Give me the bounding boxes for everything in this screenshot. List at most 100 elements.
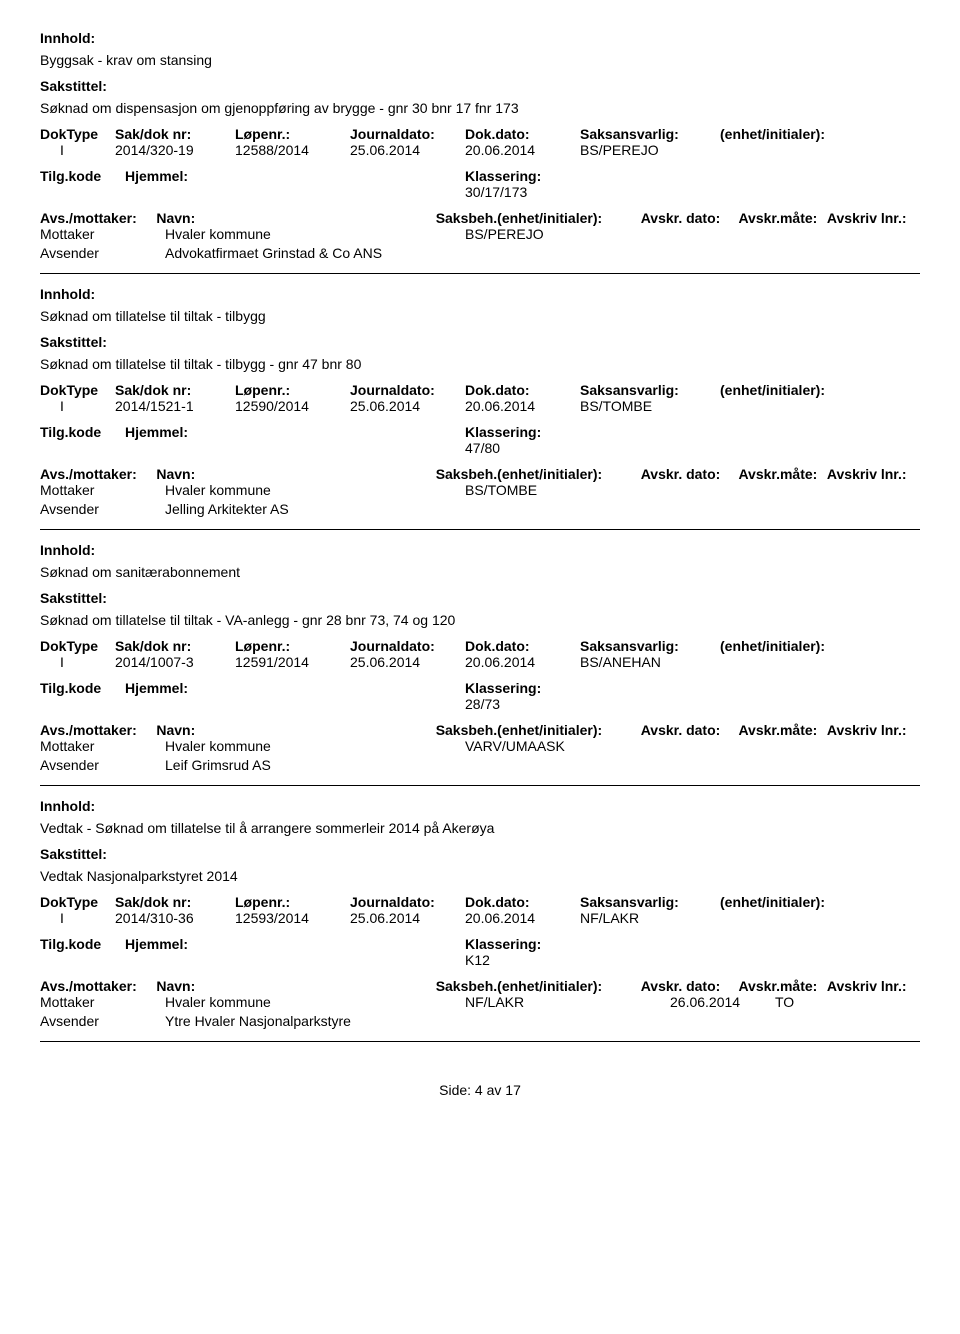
mottaker-label: Mottaker (40, 994, 165, 1010)
sakstittel-text: Søknad om tillatelse til tiltak - tilbyg… (40, 356, 920, 372)
klassering-value: 28/73 (465, 696, 920, 712)
mottaker-row: Mottaker Hvaler kommune NF/LAKR 26.06.20… (40, 994, 920, 1010)
journal-value: 25.06.2014 (350, 654, 465, 670)
avsender-label: Avsender (40, 245, 165, 261)
dokdato-value: 20.06.2014 (465, 142, 580, 158)
tilgkode-label: Tilg.kode (40, 168, 125, 184)
mottaker-row: Mottaker Hvaler kommune BS/TOMBE (40, 482, 920, 498)
klassering-value: 47/80 (465, 440, 920, 456)
innhold-text: Byggsak - krav om stansing (40, 52, 920, 68)
record-divider (40, 785, 920, 786)
record-block: Innhold: Søknad om sanitærabonnement Sak… (40, 542, 920, 773)
page-footer: Side: 4 av 17 (40, 1082, 920, 1098)
navn-header: Navn: (156, 466, 435, 482)
lopenr-value: 12593/2014 (235, 910, 350, 926)
saksans-header: Saksansvarlig: (580, 126, 720, 142)
lopenr-header: Løpenr.: (235, 382, 350, 398)
record-block: Innhold: Vedtak - Søknad om tillatelse t… (40, 798, 920, 1029)
hjemmel-label: Hjemmel: (125, 424, 465, 440)
mottaker-navn: Hvaler kommune (165, 482, 465, 498)
record-divider (40, 273, 920, 274)
innhold-label: Innhold: (40, 286, 920, 302)
saksans-header: Saksansvarlig: (580, 638, 720, 654)
klassering-label: Klassering: (465, 168, 665, 184)
hjemmel-label: Hjemmel: (125, 936, 465, 952)
saksbeh-header: Saksbeh.(enhet/initialer): (436, 466, 641, 482)
hjemmel-label: Hjemmel: (125, 680, 465, 696)
avsender-navn: Ytre Hvaler Nasjonalparkstyre (165, 1013, 465, 1029)
hjemmel-label: Hjemmel: (125, 168, 465, 184)
sakdok-value: 2014/1521-1 (115, 398, 235, 414)
lopenr-value: 12588/2014 (235, 142, 350, 158)
dokdato-value: 20.06.2014 (465, 654, 580, 670)
doktype-value: I (40, 910, 115, 926)
avsender-row: Avsender Jelling Arkitekter AS (40, 501, 920, 517)
avskrdato-header: Avskr. dato: (641, 466, 739, 482)
navn-header: Navn: (156, 210, 435, 226)
innhold-label: Innhold: (40, 30, 920, 46)
avsmot-header: Avs./mottaker: (40, 978, 156, 994)
avskrlnr-header: Avskriv lnr.: (827, 210, 920, 226)
klassering-label: Klassering: (465, 936, 665, 952)
saksans-value: BS/TOMBE (580, 398, 720, 414)
innhold-label: Innhold: (40, 542, 920, 558)
doktype-header: DokType (40, 126, 115, 142)
mottaker-navn: Hvaler kommune (165, 994, 465, 1010)
avskrmate-header: Avskr.måte: (738, 466, 826, 482)
journal-value: 25.06.2014 (350, 142, 465, 158)
sakstittel-text: Søknad om dispensasjon om gjenoppføring … (40, 100, 920, 116)
mottaker-saksbeh: VARV/UMAASK (465, 738, 670, 754)
dokdato-header: Dok.dato: (465, 126, 580, 142)
sakdok-value: 2014/310-36 (115, 910, 235, 926)
avsmot-header: Avs./mottaker: (40, 722, 156, 738)
avskrlnr-header: Avskriv lnr.: (827, 978, 920, 994)
avs-header: Avs./mottaker: Navn: Saksbeh.(enhet/init… (40, 210, 920, 226)
record-divider (40, 529, 920, 530)
lopenr-value: 12591/2014 (235, 654, 350, 670)
doktype-value: I (40, 398, 115, 414)
doktype-header: DokType (40, 894, 115, 910)
avsmot-header: Avs./mottaker: (40, 466, 156, 482)
record-divider (40, 1041, 920, 1042)
innhold-text: Søknad om tillatelse til tiltak - tilbyg… (40, 308, 920, 324)
avsender-label: Avsender (40, 1013, 165, 1029)
avskrmate-header: Avskr.måte: (738, 978, 826, 994)
klassering-label: Klassering: (465, 680, 665, 696)
klassering-value: 30/17/173 (465, 184, 920, 200)
innhold-label: Innhold: (40, 798, 920, 814)
saksans-header: Saksansvarlig: (580, 894, 720, 910)
doktype-header: DokType (40, 638, 115, 654)
sakdok-value: 2014/1007-3 (115, 654, 235, 670)
tilg-row: Tilg.kode Hjemmel: Klassering: (40, 168, 920, 184)
columns-header: DokType Sak/dok nr: Løpenr.: Journaldato… (40, 126, 920, 142)
mottaker-navn: Hvaler kommune (165, 226, 465, 242)
sakdok-value: 2014/320-19 (115, 142, 235, 158)
doktype-value: I (40, 654, 115, 670)
tilgkode-label: Tilg.kode (40, 936, 125, 952)
mottaker-row: Mottaker Hvaler kommune BS/PEREJO (40, 226, 920, 242)
journal-value: 25.06.2014 (350, 910, 465, 926)
avskrdato-header: Avskr. dato: (641, 722, 739, 738)
sakstittel-label: Sakstittel: (40, 590, 920, 606)
sakstittel-text: Søknad om tillatelse til tiltak - VA-anl… (40, 612, 920, 628)
navn-header: Navn: (156, 978, 435, 994)
sakstittel-label: Sakstittel: (40, 846, 920, 862)
avsmot-header: Avs./mottaker: (40, 210, 156, 226)
lopenr-header: Løpenr.: (235, 126, 350, 142)
tilgkode-label: Tilg.kode (40, 424, 125, 440)
record-block: Innhold: Søknad om tillatelse til tiltak… (40, 286, 920, 517)
journal-header: Journaldato: (350, 382, 465, 398)
journal-header: Journaldato: (350, 126, 465, 142)
journal-value: 25.06.2014 (350, 398, 465, 414)
doktype-value: I (40, 142, 115, 158)
columns-data: I 2014/1007-3 12591/2014 25.06.2014 20.0… (40, 654, 920, 670)
mottaker-saksbeh: BS/TOMBE (465, 482, 670, 498)
enhet-header: (enhet/initialer): (720, 894, 860, 910)
enhet-header: (enhet/initialer): (720, 126, 860, 142)
sakdok-header: Sak/dok nr: (115, 382, 235, 398)
mottaker-label: Mottaker (40, 482, 165, 498)
avsender-navn: Leif Grimsrud AS (165, 757, 465, 773)
enhet-header: (enhet/initialer): (720, 382, 860, 398)
tilg-row: Tilg.kode Hjemmel: Klassering: (40, 680, 920, 696)
avsender-label: Avsender (40, 501, 165, 517)
